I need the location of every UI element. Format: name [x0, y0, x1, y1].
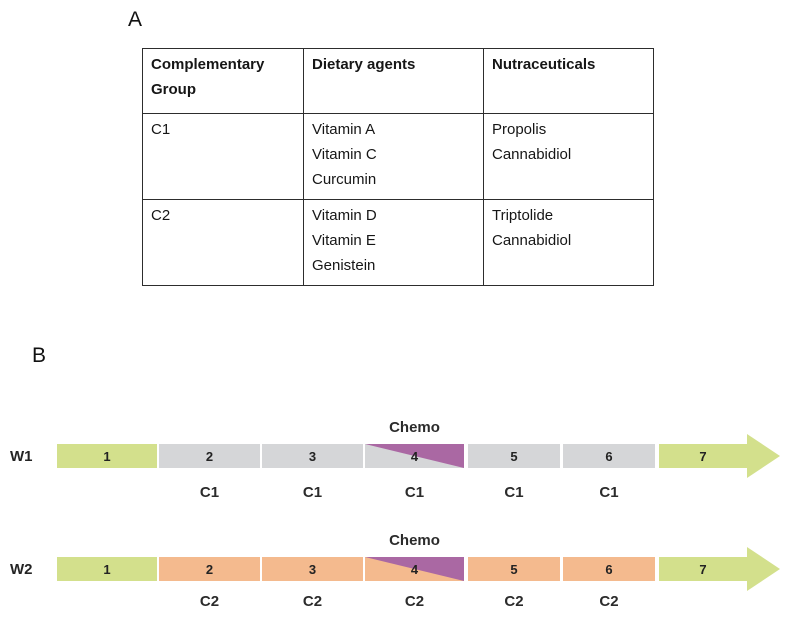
header-nutraceuticals: Nutraceuticals [483, 48, 654, 114]
w2-agent-label-week3: C2 [302, 593, 323, 610]
w2-week-6-number: 6 [605, 561, 613, 577]
w1-agent-label-week5: C1 [504, 484, 524, 501]
w1-week-4-segment: 4 [365, 444, 464, 468]
w2-arrow-head-icon [747, 547, 780, 591]
w1-week-2-number: 2 [205, 448, 214, 464]
w1-agent-label-week2: C1 [199, 484, 220, 501]
w1-week-1-segment: 1 [57, 444, 157, 468]
w2-week-1-number: 1 [103, 561, 111, 577]
w2-week-6-segment: 6 [563, 557, 655, 581]
w2-week-7-number: 7 [699, 561, 707, 577]
cell-c1-nutraceuticals: Propolis Cannabidiol [483, 113, 654, 200]
w1-agent-label-week6: C1 [599, 484, 619, 501]
cell-c1-dietary-agents: Vitamin A Vitamin C Curcumin [303, 113, 484, 200]
table-row: C1 Vitamin A Vitamin C Curcumin Propolis… [142, 113, 654, 200]
w2-week-3-segment: 3 [262, 557, 363, 581]
w2-week-1-segment: 1 [57, 557, 157, 581]
w2-week-5-number: 5 [510, 561, 518, 577]
w1-week-7-segment: 7 [659, 444, 747, 468]
cell-c2-nutraceuticals: Triptolide Cannabidiol [483, 199, 654, 286]
w1-week-3-number: 3 [308, 448, 317, 464]
cell-group-c1: C1 [142, 113, 304, 200]
w2-agent-label-week2: C2 [199, 593, 220, 610]
w2-agent-label-week5: C2 [504, 593, 524, 610]
w2-week-2-number: 2 [205, 561, 214, 577]
w2-week-7-segment: 7 [659, 557, 747, 581]
w1-week-1-number: 1 [103, 448, 111, 464]
w1-week-5-number: 5 [510, 448, 518, 464]
w2-week-2-segment: 2 [159, 557, 260, 581]
w1-week-4-number: 4 [410, 448, 419, 464]
w2-week-3-number: 3 [308, 561, 317, 577]
w1-week-3-segment: 3 [262, 444, 363, 468]
complementary-groups-table: Complementary Group Dietary agents Nutra… [142, 48, 654, 286]
header-dietary-agents: Dietary agents [303, 48, 484, 114]
w1-week-2-segment: 2 [159, 444, 260, 468]
w1-week-6-segment: 6 [563, 444, 655, 468]
w1-week-7-number: 7 [699, 448, 707, 464]
w2-chemo-label: Chemo [389, 532, 440, 549]
panel-a-label: A [128, 8, 143, 31]
timeline-w2-label: W2 [10, 561, 33, 578]
table-row: C2 Vitamin D Vitamin E Genistein Triptol… [142, 199, 654, 286]
table-header-row: Complementary Group Dietary agents Nutra… [142, 48, 654, 114]
w1-agent-label-week4: C1 [404, 484, 425, 501]
w1-agent-label-week3: C1 [302, 484, 323, 501]
w2-agent-label-week4: C2 [404, 593, 425, 610]
w1-chemo-label: Chemo [389, 419, 440, 436]
panel-b-label: B [32, 344, 47, 367]
w2-agent-label-week6: C2 [599, 593, 619, 610]
w1-arrow-head-icon [747, 434, 780, 478]
cell-c2-dietary-agents: Vitamin D Vitamin E Genistein [303, 199, 484, 286]
w1-timeline-bar: 1 2 3 4 5 6 7 [57, 434, 780, 478]
cell-group-c2: C2 [142, 199, 304, 286]
w2-week-4-number: 4 [410, 561, 419, 577]
w1-week-6-number: 6 [605, 448, 613, 464]
header-complementary-group: Complementary Group [142, 48, 304, 114]
timeline-w1-label: W1 [10, 448, 33, 465]
w2-week-4-segment: 4 [365, 557, 464, 581]
w2-week-5-segment: 5 [468, 557, 560, 581]
w1-week-5-segment: 5 [468, 444, 560, 468]
w2-timeline-bar: 1 2 3 4 5 6 7 [57, 547, 780, 591]
